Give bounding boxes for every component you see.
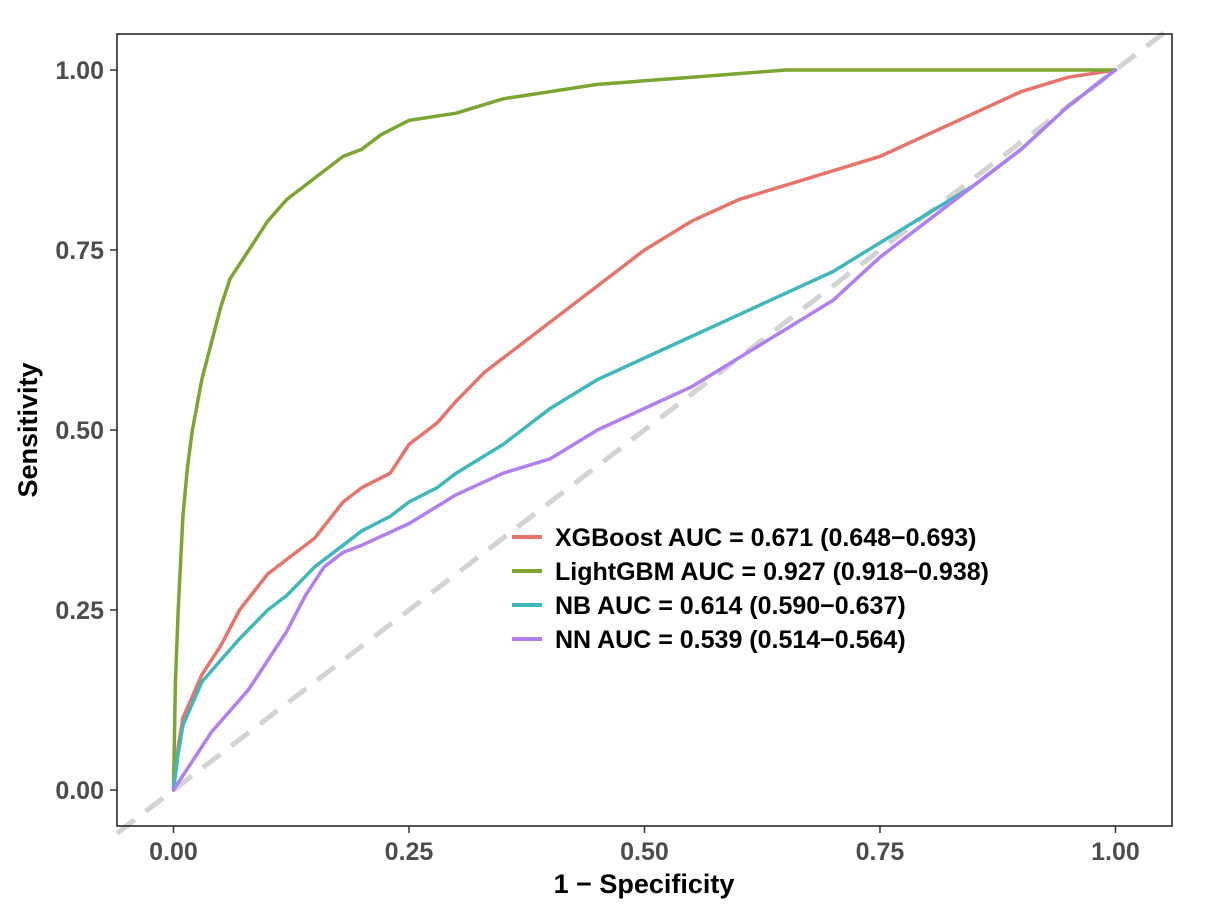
x-tick-label: 0.50: [620, 838, 669, 866]
y-tick-label: 0.75: [55, 237, 104, 265]
reference-diagonal: [115, 24, 1174, 836]
legend-label: LightGBM AUC = 0.927 (0.918−0.938): [555, 558, 989, 586]
y-axis: 0.00 0.25 0.50 0.75 1.00: [55, 57, 117, 805]
y-tick-label: 0.00: [55, 777, 104, 805]
legend-label: NB AUC = 0.614 (0.590−0.637): [555, 592, 906, 620]
y-tick-label: 1.00: [55, 57, 104, 85]
series-layer: [171, 68, 1118, 792]
x-axis: 0.00 0.25 0.50 0.75 1.00: [149, 826, 1140, 866]
x-tick-label: 0.75: [856, 838, 905, 866]
x-tick-label: 0.25: [385, 838, 434, 866]
x-tick-label: 1.00: [1091, 838, 1140, 866]
roc-curve-4: [171, 68, 1118, 792]
legend-label: NN AUC = 0.539 (0.514−0.564): [555, 626, 906, 654]
y-tick-label: 0.25: [55, 597, 104, 625]
reference-layer: [115, 24, 1174, 836]
legend-label: XGBoost AUC = 0.671 (0.648−0.693): [555, 524, 977, 552]
roc-curve-3: [171, 68, 1118, 792]
x-tick-label: 0.00: [149, 838, 198, 866]
y-tick-label: 0.50: [55, 417, 104, 445]
roc-curve-1: [171, 68, 1118, 792]
legend: XGBoost AUC = 0.671 (0.648−0.693) LightGB…: [512, 524, 989, 654]
y-axis-title: Sensitivity: [13, 362, 43, 497]
x-axis-title: 1 − Specificity: [554, 869, 735, 899]
roc-curve-2: [171, 68, 1118, 792]
